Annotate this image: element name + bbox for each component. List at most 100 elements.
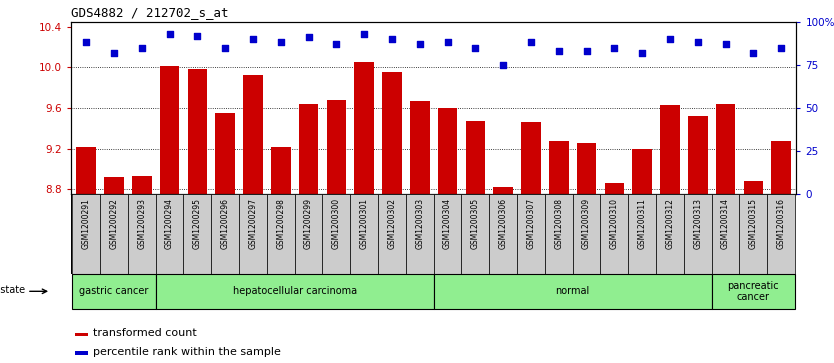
Point — [441, 40, 455, 45]
Text: GSM1200291: GSM1200291 — [82, 198, 91, 249]
Point — [608, 45, 621, 50]
Point — [163, 31, 176, 37]
Bar — [378, 194, 406, 274]
Bar — [545, 194, 573, 274]
Text: GSM1200306: GSM1200306 — [499, 198, 508, 249]
Bar — [684, 194, 711, 274]
Text: GSM1200311: GSM1200311 — [638, 198, 646, 249]
Text: GSM1200302: GSM1200302 — [388, 198, 396, 249]
Point — [691, 40, 705, 45]
Bar — [438, 108, 457, 194]
Text: hepatocellular carcinoma: hepatocellular carcinoma — [233, 286, 357, 296]
Bar — [410, 101, 430, 194]
Bar — [100, 194, 128, 274]
Bar — [73, 194, 100, 274]
Bar — [517, 194, 545, 274]
Point — [496, 62, 510, 68]
Bar — [600, 194, 628, 274]
Bar — [156, 274, 434, 309]
Bar — [183, 194, 211, 274]
Text: GSM1200312: GSM1200312 — [666, 198, 675, 249]
Text: GSM1200307: GSM1200307 — [526, 198, 535, 249]
Point — [413, 41, 426, 47]
Point — [108, 50, 121, 56]
Text: GSM1200301: GSM1200301 — [359, 198, 369, 249]
Bar — [128, 194, 156, 274]
Text: GSM1200293: GSM1200293 — [138, 198, 146, 249]
Bar — [267, 194, 294, 274]
Text: transformed count: transformed count — [93, 329, 197, 338]
Bar — [573, 194, 600, 274]
Text: GSM1200299: GSM1200299 — [304, 198, 313, 249]
Point — [274, 40, 288, 45]
Point — [385, 36, 399, 42]
Point — [663, 36, 676, 42]
Text: GSM1200298: GSM1200298 — [276, 198, 285, 249]
Bar — [494, 187, 513, 194]
Point — [191, 33, 204, 38]
Bar — [434, 274, 711, 309]
Bar — [771, 142, 791, 194]
Text: GSM1200308: GSM1200308 — [555, 198, 563, 249]
Point — [79, 40, 93, 45]
Text: GSM1200305: GSM1200305 — [471, 198, 480, 249]
Bar — [188, 69, 207, 194]
Point — [246, 36, 259, 42]
Bar — [740, 194, 767, 274]
Text: GSM1200309: GSM1200309 — [582, 198, 591, 249]
Point — [552, 48, 565, 54]
Bar — [632, 148, 652, 194]
Bar — [299, 104, 319, 194]
Bar — [549, 142, 569, 194]
Text: GSM1200313: GSM1200313 — [693, 198, 702, 249]
Bar — [656, 194, 684, 274]
Bar — [215, 113, 235, 194]
Text: GSM1200297: GSM1200297 — [249, 198, 258, 249]
Bar — [244, 74, 263, 194]
Bar — [104, 177, 123, 194]
Point — [358, 31, 371, 37]
Bar — [350, 194, 378, 274]
Text: GSM1200292: GSM1200292 — [109, 198, 118, 249]
Bar — [716, 104, 736, 194]
Bar — [767, 194, 795, 274]
Text: GSM1200304: GSM1200304 — [443, 198, 452, 249]
Bar — [461, 194, 490, 274]
Point — [746, 50, 760, 56]
Bar — [327, 100, 346, 194]
Bar — [490, 194, 517, 274]
Text: gastric cancer: gastric cancer — [79, 286, 148, 296]
Bar — [74, 333, 88, 336]
Point — [469, 45, 482, 50]
Point — [636, 50, 649, 56]
Point — [302, 34, 315, 40]
Bar — [465, 121, 485, 194]
Bar — [434, 194, 461, 274]
Bar — [577, 143, 596, 194]
Point — [219, 45, 232, 50]
Bar — [239, 194, 267, 274]
Bar — [323, 194, 350, 274]
Point — [329, 41, 343, 47]
Text: disease state: disease state — [0, 285, 25, 295]
Bar — [211, 194, 239, 274]
Bar — [156, 194, 183, 274]
Bar — [271, 147, 290, 194]
Bar — [354, 62, 374, 194]
Bar — [406, 194, 434, 274]
Text: normal: normal — [555, 286, 590, 296]
Text: GSM1200310: GSM1200310 — [610, 198, 619, 249]
Text: GDS4882 / 212702_s_at: GDS4882 / 212702_s_at — [71, 6, 229, 19]
Bar — [73, 274, 156, 309]
Text: GSM1200303: GSM1200303 — [415, 198, 425, 249]
Bar — [628, 194, 656, 274]
Text: GSM1200294: GSM1200294 — [165, 198, 174, 249]
Bar — [661, 105, 680, 194]
Point — [525, 40, 538, 45]
Point — [775, 45, 788, 50]
Bar — [711, 194, 740, 274]
Bar — [521, 122, 540, 194]
Bar — [711, 274, 795, 309]
Bar — [132, 176, 152, 194]
Text: GSM1200316: GSM1200316 — [776, 198, 786, 249]
